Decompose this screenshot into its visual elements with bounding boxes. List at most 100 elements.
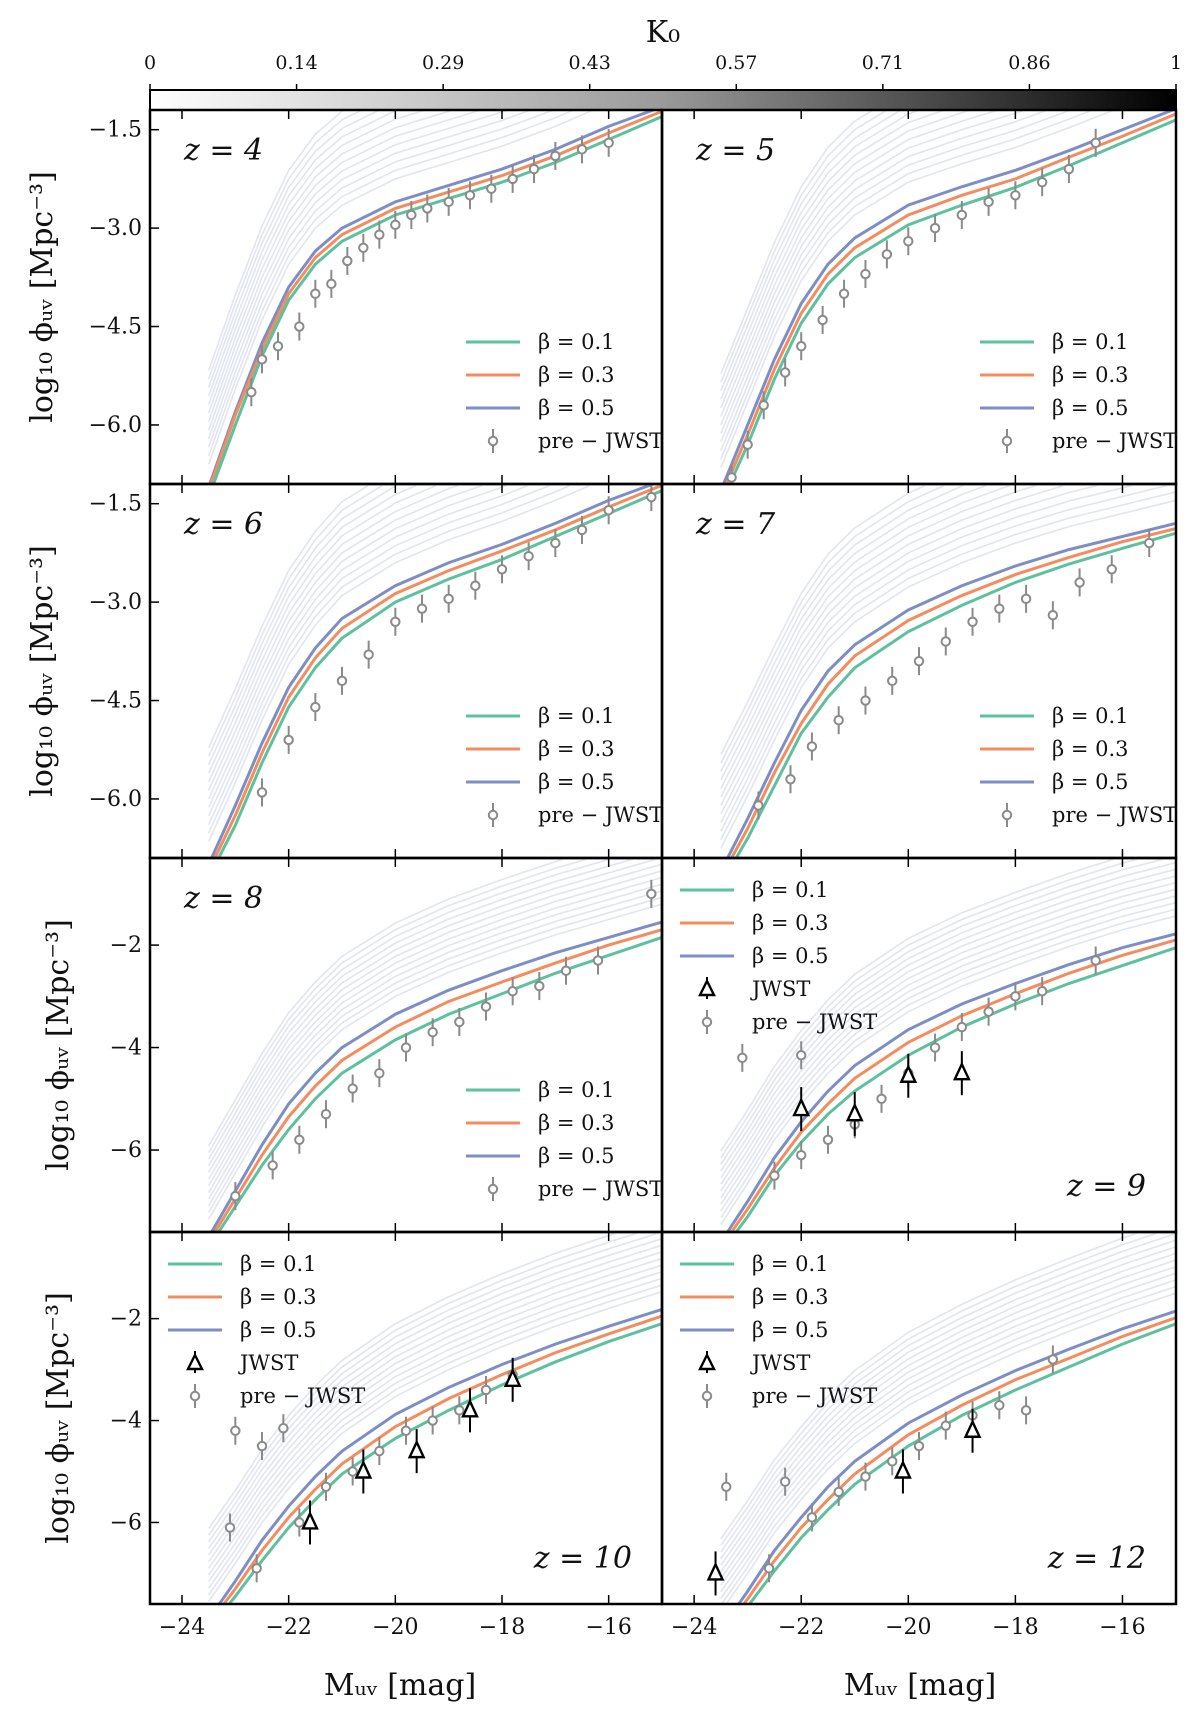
prejwst-point	[576, 144, 588, 155]
redshift-label: z = 6	[183, 507, 263, 542]
prejwst-point	[1036, 176, 1048, 188]
prejwst-point	[785, 774, 796, 785]
panel-frame	[660, 1230, 1178, 1606]
k0-curve	[207, 858, 641, 1167]
beta-curve-0-5	[725, 932, 1176, 1232]
legend-label-beta: β = 0.3	[752, 911, 828, 935]
k0-curve	[207, 858, 662, 1173]
prejwst-point	[956, 209, 968, 221]
legend-swatch-prejwst	[487, 435, 499, 447]
k0-curve	[207, 110, 596, 465]
legend-label-prejwst: pre − JWST	[1052, 803, 1177, 827]
jwst-point	[792, 1097, 811, 1117]
redshift-label: z = 8	[183, 881, 263, 916]
k0-curve	[207, 858, 617, 1160]
prejwst-point	[726, 472, 737, 483]
prejwst-point	[400, 1042, 412, 1053]
k0-curve	[207, 110, 347, 371]
y-tick-label: −6.0	[89, 413, 142, 438]
prejwst-point	[320, 1481, 332, 1492]
x-tick-label: −16	[1099, 1615, 1145, 1640]
legend-swatch-prejwst	[487, 809, 499, 821]
jwst-point	[952, 1061, 971, 1081]
prejwst-point	[1036, 986, 1048, 997]
prejwst-point	[560, 965, 572, 976]
legend-label-beta: β = 0.5	[538, 770, 614, 794]
prejwst-point	[646, 888, 657, 900]
k0-curve	[207, 484, 422, 774]
k0-curve	[207, 858, 594, 1153]
k0-curve	[207, 484, 535, 817]
k0-curve	[720, 110, 889, 383]
k0-curve	[207, 863, 662, 1180]
colorbar-tick-label: 1	[1170, 52, 1182, 74]
prejwst-point	[806, 1512, 818, 1523]
k0-curve	[720, 858, 1146, 1159]
k0-curve	[720, 110, 974, 417]
jwst-point	[461, 1398, 479, 1418]
k0-curve	[207, 484, 402, 766]
prejwst-point	[1090, 137, 1101, 149]
colorbar-tick-label: 0.29	[422, 52, 464, 74]
beta-curve-0-5	[217, 1308, 662, 1604]
prejwst-point	[1144, 537, 1155, 549]
prejwst-point	[753, 800, 764, 811]
k0-curve	[207, 484, 373, 749]
k0-curve	[720, 1259, 1176, 1579]
prejwst-point	[763, 1563, 775, 1574]
redshift-label: z = 4	[183, 133, 263, 168]
k0-curve	[208, 1270, 662, 1583]
colorbar-tick-label: 0.14	[275, 52, 317, 74]
legend-swatch-prejwst	[189, 1390, 201, 1402]
legend: β = 0.1 β = 0.3 β = 0.5 pre − JWST	[466, 1078, 663, 1201]
legend-label-beta: β = 0.5	[1052, 770, 1128, 794]
k0-curve	[720, 110, 1001, 426]
x-tick-label: −16	[585, 1615, 631, 1640]
beta-curve-0-5	[209, 920, 662, 1232]
k0-curve	[207, 484, 556, 825]
prejwst-point	[913, 655, 925, 667]
legend: β = 0.1 β = 0.3 β = 0.5 pre − JWST	[466, 704, 663, 827]
legend-label-jwst: JWST	[238, 1351, 298, 1375]
prejwst-point	[230, 1425, 241, 1436]
k0-curve	[720, 484, 1142, 823]
panel-z=4: −1.5−3.0−4.5−6.0z = 4β = 0.1β = 0.3β = 0…	[89, 108, 663, 486]
k0-curve	[208, 1251, 662, 1563]
x-tick-label: −22	[265, 1615, 311, 1640]
k0-curve	[207, 110, 576, 457]
jwst-point	[706, 1561, 725, 1581]
panel-z=12: −24 −22 −20 −18 −16z = 12β = 0.1β = 0.3β = 0…	[660, 1230, 1178, 1640]
colorbar-tick-label: 0.57	[715, 52, 757, 74]
k0-curve	[720, 1272, 1176, 1593]
beta-curve-0-3	[213, 484, 662, 858]
colorbar-title: K₀	[646, 15, 680, 50]
legend: β = 0.1 β = 0.3 β = 0.5 pre − JWST	[980, 704, 1177, 827]
prejwst-point	[769, 1170, 780, 1181]
prejwst-point	[422, 203, 433, 214]
prejwst-point	[294, 1517, 305, 1528]
prejwst-point	[833, 715, 844, 726]
k0-curve	[208, 1284, 662, 1596]
prejwst-point	[443, 593, 454, 605]
x-axis-label-right: Mᵤᵥ [mag]	[844, 1668, 996, 1703]
redshift-label: z = 9	[1066, 1169, 1146, 1204]
prejwst-point	[400, 1425, 412, 1436]
prejwst-point	[358, 242, 369, 253]
k0-curve	[207, 903, 662, 1220]
k0-curve	[720, 110, 1095, 460]
prejwst-point	[390, 616, 401, 627]
prejwst-point	[246, 386, 257, 398]
k0-curve	[207, 484, 387, 757]
prejwst-point	[983, 1006, 994, 1017]
prejwst-point	[256, 787, 268, 798]
prejwst-point	[646, 491, 657, 503]
k0-curve	[208, 1237, 662, 1549]
legend-label-jwst: JWST	[750, 1351, 810, 1375]
y-axis-label-row2: log₁₀ ϕᵤᵥ [Mpc⁻³]	[25, 545, 60, 797]
prejwst-point	[603, 505, 614, 516]
k0-curve	[720, 1232, 1144, 1540]
x-tick-label: −18	[479, 1615, 525, 1640]
prejwst-point	[737, 1052, 748, 1064]
legend: β = 0.1 β = 0.3 β = 0.5 pre − JWST	[466, 330, 663, 453]
